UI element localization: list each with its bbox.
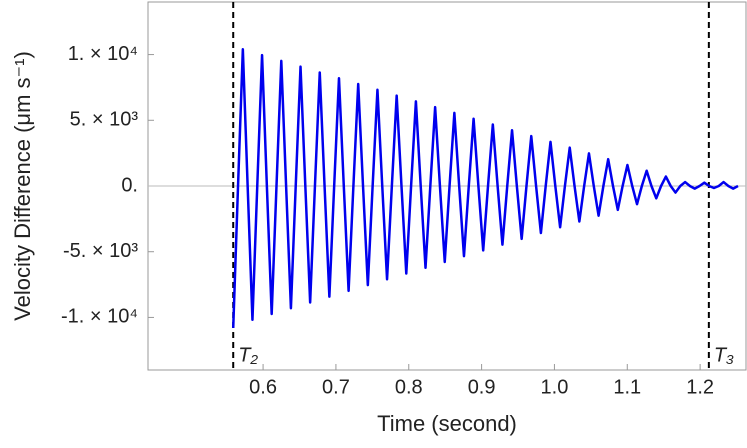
x-tick-label: 0.6 bbox=[249, 376, 277, 398]
y-axis-label: Velocity Difference (μm s⁻¹) bbox=[10, 51, 35, 321]
y-tick-label: 0. bbox=[121, 174, 138, 196]
x-tick-label: 0.8 bbox=[395, 376, 423, 398]
marker-label: T₃ bbox=[714, 344, 734, 366]
x-tick-label: 0.7 bbox=[322, 376, 350, 398]
y-tick-label: -1. × 10⁴ bbox=[61, 306, 138, 328]
x-tick-label: 1.0 bbox=[541, 376, 569, 398]
x-axis-label: Time (second) bbox=[377, 411, 517, 436]
x-tick-label: 1.1 bbox=[613, 376, 641, 398]
data-line bbox=[231, 48, 739, 328]
x-tick-label: 1.2 bbox=[686, 376, 714, 398]
y-tick-label: -5. × 10³ bbox=[63, 240, 138, 262]
y-tick-label: 5. × 10³ bbox=[70, 109, 139, 131]
x-tick-label: 0.9 bbox=[468, 376, 496, 398]
marker-label: T₂ bbox=[238, 344, 258, 366]
y-tick-label: 1. × 10⁴ bbox=[68, 43, 138, 65]
